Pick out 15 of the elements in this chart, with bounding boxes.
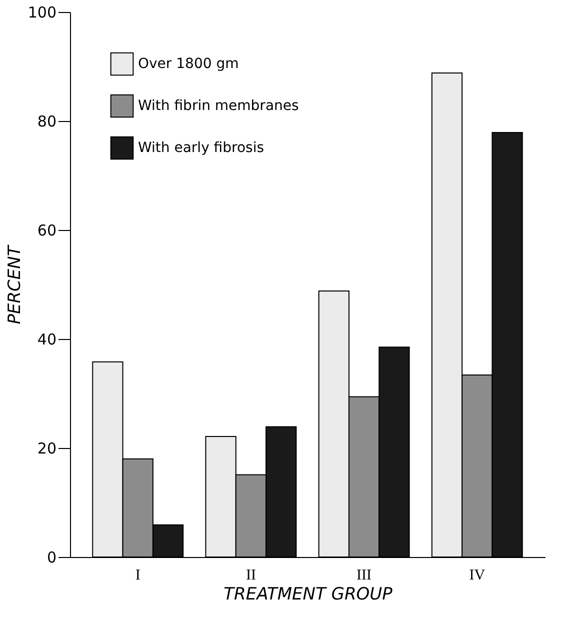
x-tick-label: I (135, 568, 140, 584)
y-tick-label: 60 (37, 222, 56, 240)
y-axis-title: PERCENT (4, 244, 25, 324)
y-tick-label: 40 (37, 330, 56, 348)
x-tick-label: IV (469, 568, 486, 584)
y-tick-label: 100 (28, 4, 56, 22)
legend-label: Over 1800 gm (138, 56, 239, 72)
x-tick-label: II (246, 568, 256, 584)
legend-label: With early fibrosis (138, 140, 264, 156)
x-tick-label: III (356, 568, 372, 584)
y-tick-label: 0 (46, 548, 56, 566)
y-tick-label: 20 (37, 440, 56, 458)
legend-label: With fibrin membranes (138, 98, 299, 114)
x-axis-title: TREATMENT GROUP (224, 584, 394, 604)
y-tick-label: 80 (37, 112, 56, 130)
